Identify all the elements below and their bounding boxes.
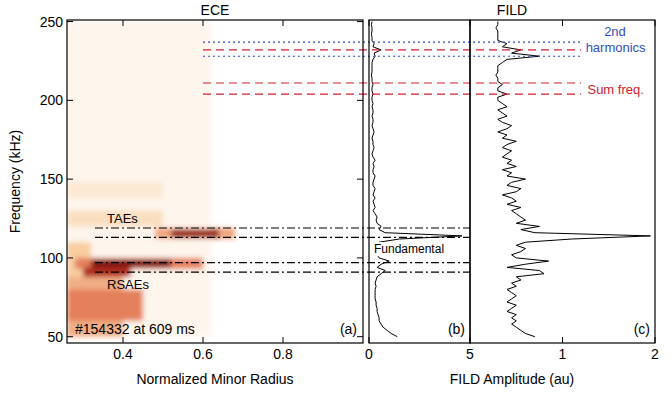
x-tick (470, 20, 471, 26)
x-tick (123, 20, 124, 26)
shot-label: #154332 at 609 ms (75, 321, 195, 337)
x-axis-title: Normalized Minor Radius (136, 371, 293, 387)
fild-trace (371, 22, 462, 337)
ref-line (95, 237, 470, 238)
x-tick-label: 0 (365, 346, 373, 362)
panel-letter: (b) (448, 321, 465, 337)
y-tick (67, 100, 73, 101)
frame (470, 20, 655, 343)
y-tick (357, 21, 363, 22)
frame (369, 20, 470, 343)
heatmap (67, 22, 235, 337)
x-tick (369, 337, 370, 343)
harmonics-label: 2ndharmonics (586, 24, 646, 55)
y-tick-label: 50 (47, 329, 63, 345)
trace-group (371, 22, 462, 337)
frame (67, 20, 363, 343)
x-tick-label: 0.6 (193, 346, 213, 362)
heat-cell (67, 289, 143, 321)
y-tick-label: 150 (40, 171, 64, 187)
heat-cell (171, 230, 219, 238)
y-tick (357, 100, 363, 101)
x-axis-title: FILD Amplitude (au) (450, 371, 575, 387)
x-tick (203, 20, 204, 26)
trace-group (496, 22, 651, 337)
harmonics-line: harmonics (586, 40, 646, 55)
ref-line (95, 227, 470, 228)
y-tick (67, 257, 73, 258)
ref-line (203, 56, 581, 57)
panel-letter: (a) (340, 321, 357, 337)
x-tick-label: 1 (559, 346, 567, 362)
ref-line (203, 93, 581, 94)
ref-line (203, 49, 581, 50)
x-tick-label: 2 (651, 346, 659, 362)
x-tick-label: 5 (466, 346, 474, 362)
panel-title: ECE (201, 2, 230, 18)
y-tick (357, 179, 363, 180)
y-tick (67, 179, 73, 180)
x-tick (470, 337, 471, 343)
x-tick (283, 337, 284, 343)
heatmap-cells (67, 22, 235, 337)
y-axis-title: Frequency (kHz) (7, 130, 23, 233)
label-patch (372, 242, 444, 256)
fundamental-label: Fundamental (374, 242, 444, 256)
x-tick (562, 20, 563, 26)
ref-line (203, 41, 581, 42)
harmonics-line: 2nd (604, 24, 626, 39)
mode-label: TAEs (107, 211, 138, 226)
y-tick-label: 200 (40, 92, 64, 108)
x-tick-label: 0.8 (273, 346, 293, 362)
ref-line (95, 271, 470, 272)
x-tick (655, 337, 656, 343)
heat-cell (67, 182, 163, 198)
ref-line (95, 262, 470, 263)
y-tick (67, 336, 73, 337)
panel-title: FILD (497, 2, 527, 18)
ref-line (203, 82, 581, 83)
x-tick-label: 0.4 (113, 346, 133, 362)
y-tick (357, 336, 363, 337)
x-tick (203, 337, 204, 343)
fild-trace (496, 22, 651, 337)
y-tick (67, 21, 73, 22)
heat-cell (67, 22, 211, 337)
y-tick-label: 250 (40, 14, 64, 30)
heat-cell (91, 259, 171, 267)
x-tick (283, 20, 284, 26)
y-tick (357, 257, 363, 258)
sum-freq-label: Sum freq. (587, 82, 643, 97)
x-tick (123, 337, 124, 343)
figure: 50 100 150 200 250 0.4 0.6 0.8 0 5 1 2 ECE FILD Normal… (0, 0, 672, 399)
x-tick (562, 337, 563, 343)
heat-cell (75, 258, 203, 269)
heat-cell (67, 211, 163, 227)
mode-label: RSAEs (107, 277, 149, 292)
panel-letter: (c) (634, 321, 650, 337)
x-tick (655, 20, 656, 26)
y-tick-label: 100 (40, 250, 64, 266)
x-tick (369, 20, 370, 26)
